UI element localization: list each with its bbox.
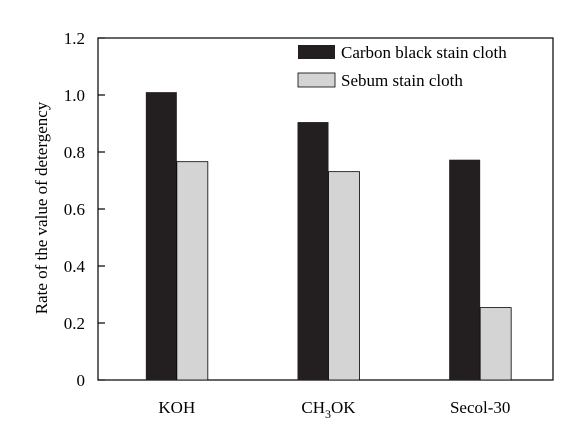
bar-carbon-black-1 bbox=[297, 122, 329, 380]
x-tick-label: KOH bbox=[158, 398, 195, 417]
bars bbox=[145, 92, 512, 381]
bar-sebum-2 bbox=[479, 307, 512, 381]
y-tick-label: 1.0 bbox=[64, 86, 85, 105]
y-tick-label: 1.2 bbox=[64, 29, 85, 48]
y-tick-label: 0 bbox=[77, 371, 86, 390]
y-tick-label: 0.4 bbox=[64, 257, 86, 276]
y-axis-ticks: 0 0.2 0.4 0.6 0.8 1.0 1.2 bbox=[64, 29, 105, 390]
legend: Carbon black stain cloth Sebum stain clot… bbox=[297, 43, 507, 90]
y-axis-label: Rate of the value of detergency bbox=[32, 101, 51, 314]
bar-sebum-1 bbox=[328, 171, 360, 381]
legend-swatch bbox=[298, 45, 335, 59]
y-tick-label: 0.6 bbox=[64, 200, 85, 219]
legend-label: Sebum stain cloth bbox=[341, 71, 463, 90]
bar-sebum-0 bbox=[176, 161, 209, 381]
legend-swatch bbox=[297, 72, 336, 88]
bar-carbon-black-0 bbox=[145, 92, 177, 381]
x-axis-ticks: KOH CH3OK Secol-30 bbox=[158, 398, 510, 421]
x-tick-label: Secol-30 bbox=[450, 398, 510, 417]
y-tick-label: 0.2 bbox=[64, 314, 85, 333]
legend-label: Carbon black stain cloth bbox=[341, 43, 507, 62]
y-tick-label: 0.8 bbox=[64, 143, 85, 162]
bar-carbon-black-2 bbox=[449, 159, 481, 380]
x-tick-label: CH3OK bbox=[301, 398, 356, 421]
